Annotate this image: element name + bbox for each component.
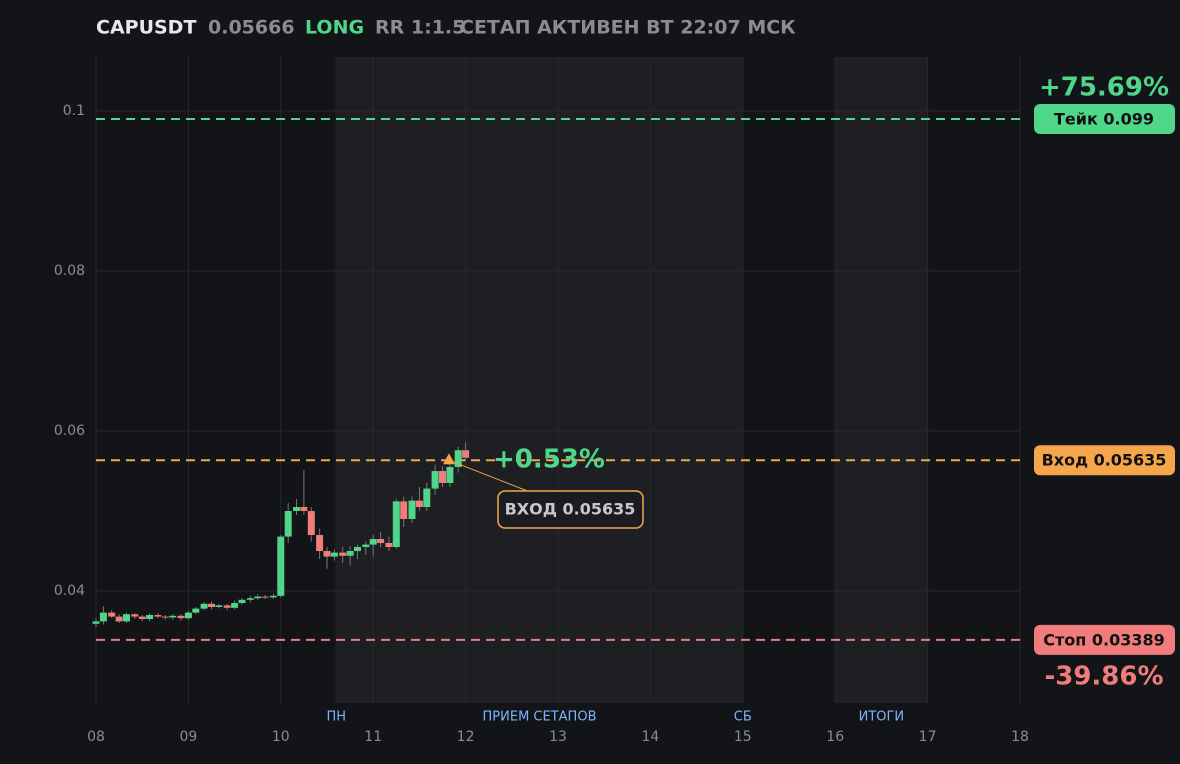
level-tag xyxy=(1034,104,1175,134)
candle-body xyxy=(231,603,239,608)
candle-body xyxy=(208,603,215,607)
candle-body xyxy=(284,511,292,537)
session-label: ИТОГИ xyxy=(859,710,905,725)
candle-body xyxy=(323,551,331,557)
candle-body xyxy=(385,543,393,547)
candle-body xyxy=(316,535,324,551)
level-label: Тейк 0.099 xyxy=(1054,110,1154,129)
level-tag xyxy=(1034,624,1175,655)
session-label: ПН xyxy=(326,710,346,725)
candle-body xyxy=(131,614,139,617)
candle-body xyxy=(115,616,123,622)
entry-pct: +0.53% xyxy=(493,445,605,475)
y-tick-label: 0.06 xyxy=(54,423,85,439)
status: СЕТАП АКТИВЕН ВТ 22:07 МСК xyxy=(460,17,796,39)
candle-body xyxy=(423,488,431,507)
candle-body xyxy=(300,507,308,511)
candle-body xyxy=(392,501,400,547)
x-tick-label: 14 xyxy=(641,729,659,745)
candle-body xyxy=(439,471,446,483)
x-tick-label: 12 xyxy=(457,729,475,745)
candle-body xyxy=(339,552,347,556)
x-tick-label: 10 xyxy=(272,729,290,745)
candle-body xyxy=(223,605,231,608)
candle-body xyxy=(377,539,385,543)
entry-connector xyxy=(448,459,531,493)
candle-body xyxy=(307,511,315,535)
session-band xyxy=(835,57,928,703)
candle-body xyxy=(92,621,100,624)
candle-body xyxy=(431,471,439,489)
candle-body xyxy=(122,614,130,622)
candle-body xyxy=(161,616,169,618)
candle-body xyxy=(154,615,162,617)
level-pct: -39.86% xyxy=(1044,661,1163,691)
x-tick-label: 15 xyxy=(734,729,752,745)
candle-body xyxy=(269,595,277,598)
candle-body xyxy=(415,500,423,507)
candle-body xyxy=(192,608,200,613)
x-tick-label: 08 xyxy=(87,729,105,745)
y-tick-label: 0.08 xyxy=(54,263,85,279)
candle-body xyxy=(246,598,254,600)
candle-body xyxy=(200,603,208,609)
candle-body xyxy=(138,616,146,619)
candle-body xyxy=(369,539,377,545)
session-band xyxy=(335,57,743,703)
candle-body xyxy=(238,599,246,603)
candle-body xyxy=(254,596,262,599)
x-tick-label: 13 xyxy=(549,729,567,745)
rr: RR 1:1.5 xyxy=(375,17,465,39)
y-tick-label: 0.1 xyxy=(63,103,85,119)
candle-body xyxy=(400,501,408,519)
x-tick-label: 18 xyxy=(1011,729,1029,745)
entry-callout xyxy=(497,490,644,529)
candle-body xyxy=(184,612,192,619)
candle-body xyxy=(261,596,269,598)
candle-body xyxy=(177,615,185,619)
side: LONG xyxy=(305,17,364,39)
candle-body xyxy=(408,500,416,519)
level-pct: +75.69% xyxy=(1039,73,1169,103)
candle-body xyxy=(293,507,301,511)
symbol: CAPUSDT xyxy=(96,17,196,39)
entry-marker xyxy=(442,453,455,465)
candle-body xyxy=(215,605,223,607)
price: 0.05666 xyxy=(208,17,295,39)
level-tag xyxy=(1034,445,1175,476)
level-label: Вход 0.05635 xyxy=(1042,451,1167,470)
x-tick-label: 09 xyxy=(179,729,197,745)
x-tick-label: 17 xyxy=(919,729,937,745)
candle-body xyxy=(146,615,154,619)
candle-body xyxy=(346,551,354,556)
candle-body xyxy=(330,552,338,557)
candle-body xyxy=(454,450,462,467)
session-label: ПРИЕМ СЕТАПОВ xyxy=(483,710,597,725)
x-tick-label: 11 xyxy=(364,729,382,745)
candle-body xyxy=(362,544,370,547)
candle-body xyxy=(462,450,470,458)
y-tick-label: 0.04 xyxy=(54,583,85,599)
entry-callout-label: ВХОД 0.05635 xyxy=(505,500,636,519)
candle-body xyxy=(446,467,454,483)
candle-body xyxy=(169,615,177,618)
level-label: Стоп 0.03389 xyxy=(1043,630,1165,649)
x-tick-label: 16 xyxy=(826,729,844,745)
candle-body xyxy=(353,547,361,551)
candle-body xyxy=(277,536,285,596)
candle-body xyxy=(108,612,116,617)
session-label: СБ xyxy=(734,710,752,725)
candle-body xyxy=(99,612,107,622)
